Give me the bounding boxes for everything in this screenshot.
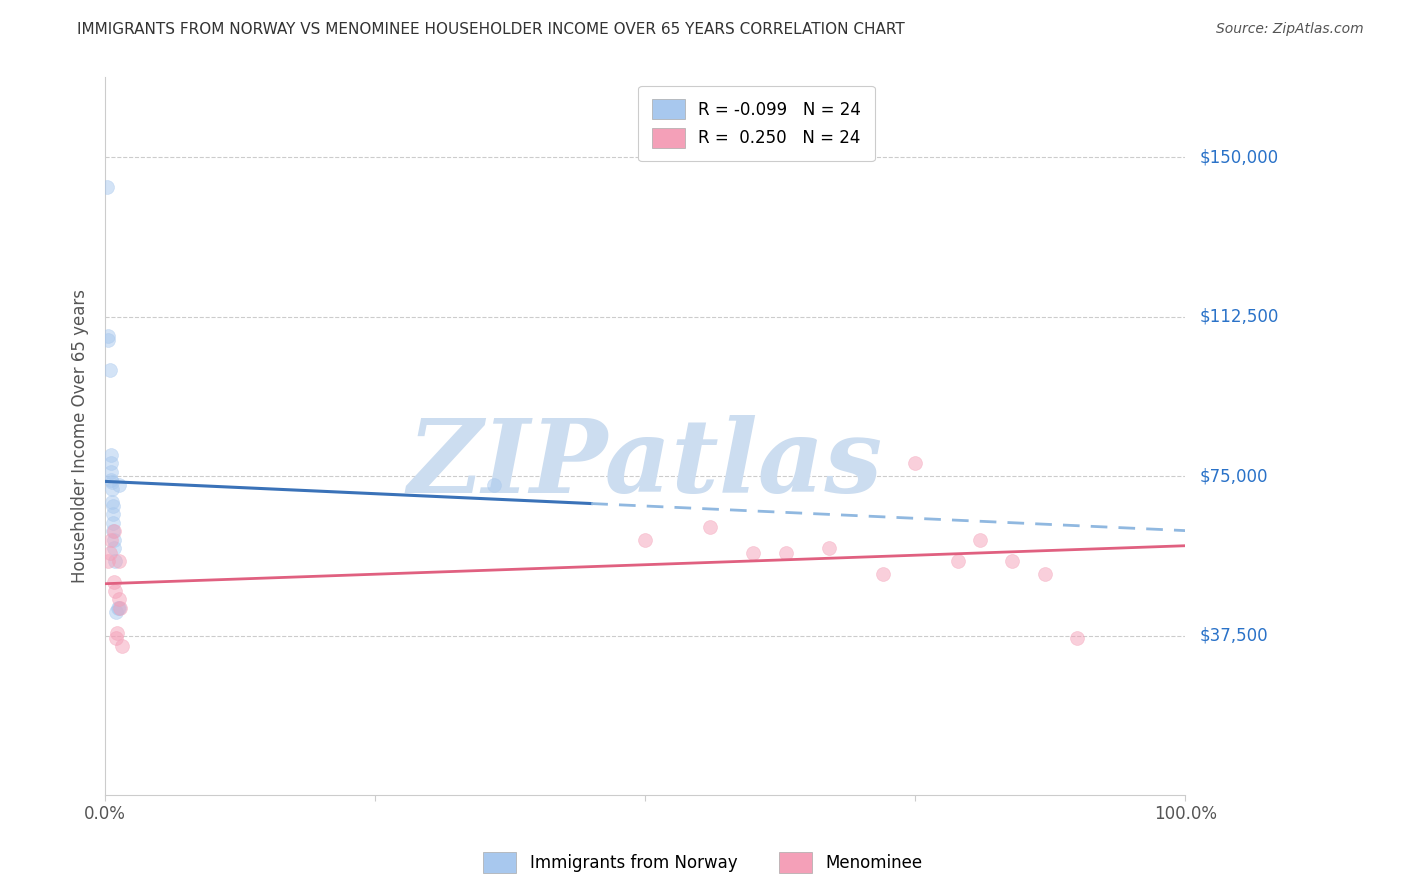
Point [634, 533, 657, 547]
Point [104, 583, 127, 598]
Text: ZIPatlas: ZIPatlas [408, 416, 883, 515]
Point [108, 601, 131, 615]
Point [775, 546, 797, 560]
Text: $75,000: $75,000 [1199, 467, 1268, 485]
Point [96, 180, 118, 194]
Text: Source: ZipAtlas.com: Source: ZipAtlas.com [1216, 22, 1364, 37]
Point [98, 546, 121, 560]
Text: $112,500: $112,500 [1199, 308, 1278, 326]
Point [97, 328, 120, 343]
Point [699, 520, 721, 534]
Point [98, 363, 121, 377]
Point [100, 533, 122, 547]
Point [742, 546, 765, 560]
Point [100, 448, 122, 462]
Point [948, 554, 970, 568]
Point [872, 566, 894, 581]
Point [101, 508, 124, 522]
Legend: R = -0.099   N = 24, R =  0.250   N = 24: R = -0.099 N = 24, R = 0.250 N = 24 [638, 86, 875, 161]
Point [818, 541, 841, 556]
Point [100, 465, 122, 479]
Point [1066, 631, 1088, 645]
Point [105, 631, 128, 645]
Point [1001, 554, 1024, 568]
Point [100, 456, 122, 470]
Point [103, 575, 125, 590]
Point [108, 592, 131, 607]
Point [101, 524, 124, 539]
Point [103, 524, 125, 539]
Y-axis label: Householder Income Over 65 years: Householder Income Over 65 years [72, 289, 89, 583]
Point [103, 541, 125, 556]
Legend: Immigrants from Norway, Menominee: Immigrants from Norway, Menominee [477, 846, 929, 880]
Point [107, 601, 129, 615]
Point [97, 333, 120, 347]
Text: $150,000: $150,000 [1199, 148, 1278, 166]
Point [104, 554, 127, 568]
Text: $37,500: $37,500 [1199, 626, 1268, 645]
Point [100, 494, 122, 508]
Point [105, 605, 128, 619]
Point [100, 482, 122, 496]
Point [108, 554, 131, 568]
Point [904, 456, 927, 470]
Point [101, 516, 124, 530]
Point [108, 477, 131, 491]
Point [100, 474, 122, 488]
Point [97, 554, 120, 568]
Point [103, 533, 125, 547]
Point [111, 639, 134, 653]
Point [105, 626, 128, 640]
Point [101, 499, 124, 513]
Point [100, 475, 122, 490]
Point [110, 601, 132, 615]
Text: IMMIGRANTS FROM NORWAY VS MENOMINEE HOUSEHOLDER INCOME OVER 65 YEARS CORRELATION: IMMIGRANTS FROM NORWAY VS MENOMINEE HOUS… [77, 22, 905, 37]
Point [969, 533, 991, 547]
Point [1033, 566, 1056, 581]
Point [482, 477, 505, 491]
